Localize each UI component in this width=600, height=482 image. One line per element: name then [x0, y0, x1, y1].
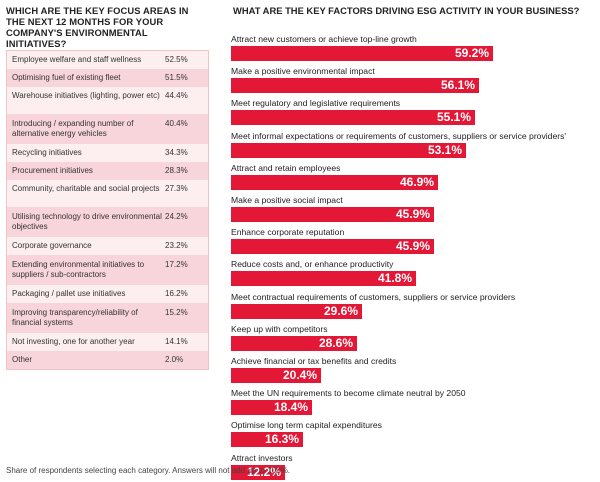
bar [231, 175, 438, 190]
bar-category-label: Optimise long term capital expenditures [231, 420, 382, 430]
table-row-value: 16.2% [165, 289, 188, 298]
left-chart-title: WHICH ARE THE KEY FOCUS AREAS IN THE NEX… [6, 5, 189, 49]
table-row: Not investing, one for another year 14.1% [7, 333, 208, 351]
footnote: Share of respondents selecting each cate… [6, 466, 291, 475]
bar-category-label: Meet the UN requirements to become clima… [231, 388, 466, 398]
bar [231, 304, 362, 319]
bar-value-label: 59.2% [454, 46, 489, 60]
table-row-value: 23.2% [165, 241, 188, 250]
table-row-label: Recycling initiatives [12, 148, 82, 157]
table-row-label: Introducing / expanding number of altern… [12, 119, 134, 138]
table-row-value: 15.2% [165, 308, 188, 317]
bar-category-label: Meet regulatory and legislative requirem… [231, 98, 401, 108]
table-row-value: 24.2% [165, 212, 188, 221]
bar-value-label: 41.8% [377, 271, 412, 285]
table-row: Extending environmental initiatives to s… [7, 255, 208, 285]
bar-category-label: Attract investors [231, 453, 293, 463]
bar-category-label: Attract new customers or achieve top-lin… [231, 34, 417, 44]
table-row-label: Not investing, one for another year [12, 337, 135, 346]
table-row: Corporate governance 23.2% [7, 237, 208, 255]
table-row-value: 40.4% [165, 119, 188, 128]
bar-category-label: Achieve financial or tax benefits and cr… [231, 356, 397, 366]
table-row-label: Packaging / pallet use initiatives [12, 289, 126, 298]
table-row: Employee welfare and staff wellness 52.5% [7, 51, 208, 69]
table-row-value: 27.3% [165, 184, 188, 193]
bar [231, 465, 285, 480]
bar-value-label: 29.6% [323, 304, 358, 318]
bar [231, 239, 434, 254]
table-row: Utilising technology to drive environmen… [7, 207, 208, 237]
table-row-label: Warehouse initiatives (lighting, power e… [12, 91, 160, 100]
bar [231, 271, 416, 286]
bar [231, 143, 466, 158]
bar [231, 46, 493, 61]
bar [231, 78, 479, 93]
table-row: Other 2.0% [7, 351, 208, 369]
bar-value-label: 56.1% [440, 78, 475, 92]
table-row-value: 14.1% [165, 337, 188, 346]
table-row-value: 28.3% [165, 166, 188, 175]
table-row-value: 34.3% [165, 148, 188, 157]
table-row-label: Extending environmental initiatives to s… [12, 260, 145, 279]
bar [231, 207, 434, 222]
bar [231, 336, 357, 351]
table-row-value: 52.5% [165, 55, 188, 64]
bar-category-label: Make a positive environmental impact [231, 66, 375, 76]
bar [231, 432, 303, 447]
table-row-label: Other [12, 355, 33, 364]
bar [231, 368, 321, 383]
bar [231, 110, 475, 125]
bar-value-label: 46.9% [399, 175, 434, 189]
bar-value-label: 18.4% [273, 400, 308, 414]
bar-category-label: Attract and retain employees [231, 163, 341, 173]
table-row-label: Optimising fuel of existing fleet [12, 73, 121, 82]
table-row-label: Improving transparency/reliability of fi… [12, 308, 138, 327]
bar-category-label: Make a positive social impact [231, 195, 343, 205]
table-row-value: 44.4% [165, 91, 188, 100]
table-row: Procurement initiatives 28.3% [7, 162, 208, 180]
bar-category-label: Meet informal expectations or requiremen… [231, 131, 567, 141]
table-row-label: Utilising technology to drive environmen… [12, 212, 162, 231]
table-row: Introducing / expanding number of altern… [7, 114, 208, 144]
bar-value-label: 28.6% [318, 336, 353, 350]
bar-value-label: 12.2% [246, 465, 281, 479]
bar-value-label: 16.3% [264, 432, 299, 446]
bar-category-label: Reduce costs and, or enhance productivit… [231, 259, 394, 269]
bar-value-label: 53.1% [427, 143, 462, 157]
table-row-label: Employee welfare and staff wellness [12, 55, 142, 64]
bar-value-label: 20.4% [282, 368, 317, 382]
bar-category-label: Keep up with competitors [231, 324, 328, 334]
table-row: Recycling initiatives 34.3% [7, 144, 208, 162]
bar-value-label: 45.9% [395, 239, 430, 253]
table-row-value: 51.5% [165, 73, 188, 82]
table-row-label: Community, charitable and social project… [12, 184, 160, 193]
table-row-value: 17.2% [165, 260, 188, 269]
bar-value-label: 45.9% [395, 207, 430, 221]
table-row: Improving transparency/reliability of fi… [7, 303, 208, 333]
table-row-label: Corporate governance [12, 241, 92, 250]
table-row-label: Procurement initiatives [12, 166, 93, 175]
focus-areas-table: Employee welfare and staff wellness 52.5%… [6, 50, 209, 370]
bar-category-label: Meet contractual requirements of custome… [231, 292, 516, 302]
right-chart-title: WHAT ARE THE KEY FACTORS DRIVING ESG ACT… [233, 5, 580, 16]
table-row: Optimising fuel of existing fleet 51.5% [7, 69, 208, 87]
table-row-value: 2.0% [165, 355, 184, 364]
bar-value-label: 55.1% [436, 110, 471, 124]
table-row: Warehouse initiatives (lighting, power e… [7, 87, 208, 114]
table-row: Packaging / pallet use initiatives 16.2% [7, 285, 208, 303]
table-row: Community, charitable and social project… [7, 180, 208, 207]
bar [231, 400, 312, 415]
bar-category-label: Enhance corporate reputation [231, 227, 345, 237]
